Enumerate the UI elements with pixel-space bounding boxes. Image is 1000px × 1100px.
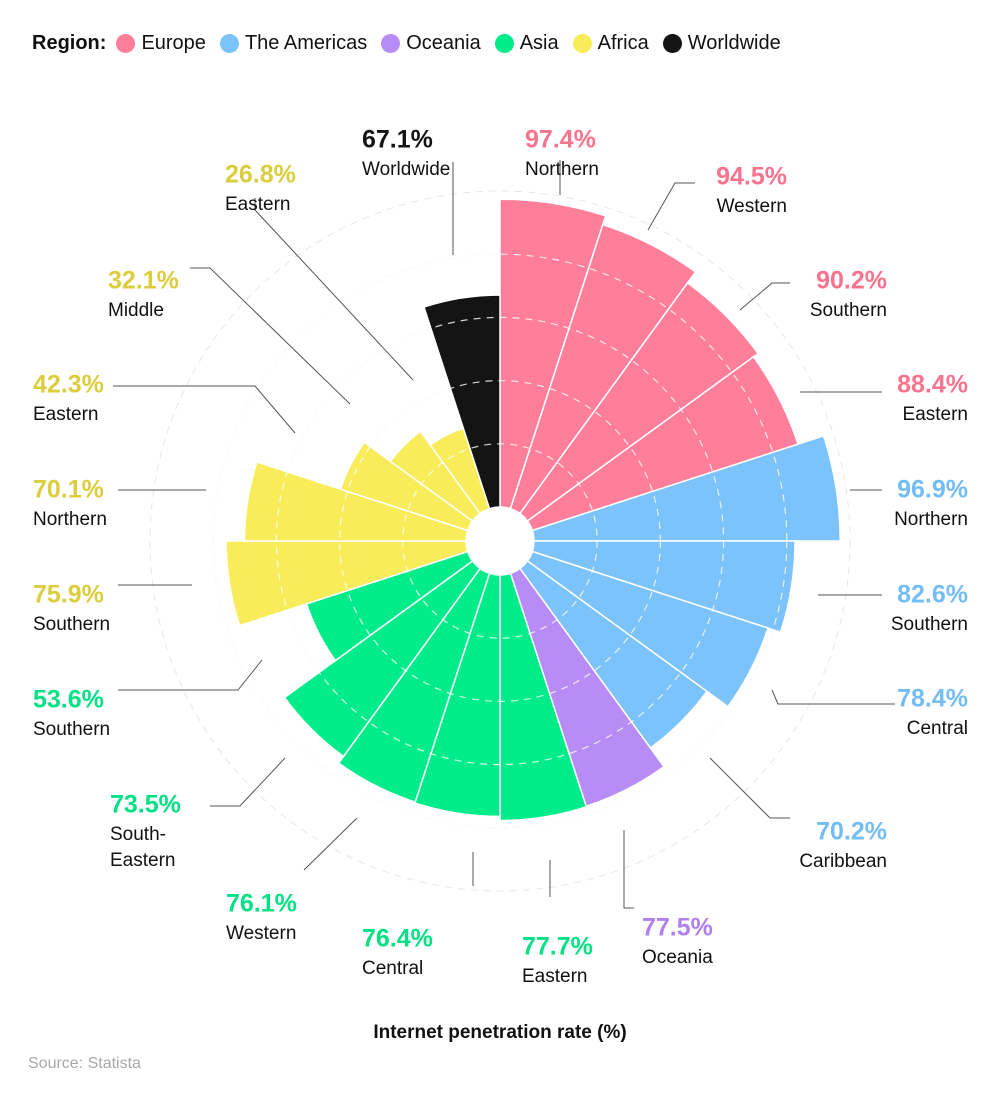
category-label-africa-eastern-18: Eastern bbox=[225, 194, 290, 215]
category-label-the-americas-central-6: Central bbox=[907, 718, 968, 739]
leader-line-africa-eastern-16 bbox=[113, 385, 296, 434]
leader-line-europe-western-1 bbox=[647, 182, 695, 231]
value-label-oceania-oceania-8: 77.5% bbox=[642, 914, 713, 942]
value-label-africa-eastern-18: 26.8% bbox=[225, 161, 296, 189]
legend-label-asia: Asia bbox=[519, 31, 559, 54]
leader-line-oceania-oceania-8 bbox=[623, 830, 634, 909]
bar-grid-ring-60 bbox=[275, 316, 725, 766]
category-label-asia-south-eastern-12-line1: South- bbox=[110, 824, 166, 845]
value-label-asia-south-eastern-12: 73.5% bbox=[110, 791, 181, 819]
category-label-europe-southern-2: Southern bbox=[810, 300, 887, 321]
bar-labels: 97.4% Northern 94.5% Western 90.2% Southern 88… bbox=[33, 126, 968, 987]
category-label-asia-southern-13: Southern bbox=[33, 719, 110, 740]
value-label-the-americas-caribbean-7: 70.2% bbox=[816, 818, 887, 846]
value-label-europe-western-1: 94.5% bbox=[716, 163, 787, 191]
legend-swatch-the-americas bbox=[219, 33, 239, 53]
legend-item-asia: Asia bbox=[494, 31, 559, 55]
category-label-worldwide-worldwide-19: Worldwide bbox=[362, 159, 450, 180]
leader-line-the-americas-caribbean-7 bbox=[709, 757, 790, 819]
legend-swatch-worldwide bbox=[662, 33, 682, 53]
leader-line-asia-western-11 bbox=[303, 817, 358, 871]
leader-lines bbox=[113, 160, 895, 909]
value-label-europe-southern-2: 90.2% bbox=[816, 267, 887, 295]
value-label-africa-northern-15: 70.1% bbox=[33, 476, 104, 504]
category-label-oceania-oceania-8: Oceania bbox=[642, 947, 713, 968]
category-label-europe-eastern-3: Eastern bbox=[903, 404, 968, 425]
category-label-africa-eastern-16: Eastern bbox=[33, 404, 98, 425]
legend-label-worldwide: Worldwide bbox=[687, 31, 781, 54]
grid-ring-100 bbox=[149, 190, 851, 892]
value-label-africa-eastern-16: 42.3% bbox=[33, 371, 104, 399]
legend: Region: Europe The Americas Oceania Asia Afr… bbox=[32, 30, 795, 56]
value-label-worldwide-worldwide-19: 67.1% bbox=[362, 126, 433, 154]
leader-line-africa-eastern-18 bbox=[254, 198, 414, 381]
category-label-europe-northern-0: Northern bbox=[525, 159, 599, 180]
category-label-asia-central-10: Central bbox=[362, 958, 423, 979]
value-label-europe-northern-0: 97.4% bbox=[525, 126, 596, 154]
category-label-africa-middle-17: Middle bbox=[108, 300, 164, 321]
bar-grid-ring-80 bbox=[212, 253, 788, 829]
category-label-africa-southern-14: Southern bbox=[33, 614, 110, 635]
value-label-africa-southern-14: 75.9% bbox=[33, 581, 104, 609]
legend-swatch-africa bbox=[572, 33, 592, 53]
leader-line-europe-southern-2 bbox=[739, 282, 790, 311]
category-label-the-americas-northern-4: Northern bbox=[894, 509, 968, 530]
legend-swatch-asia bbox=[494, 33, 514, 53]
legend-title: Region: bbox=[32, 31, 107, 54]
legend-swatch-europe bbox=[116, 33, 136, 53]
bar-grid-ring-40 bbox=[339, 380, 661, 702]
center-hole bbox=[466, 507, 534, 575]
category-label-the-americas-southern-5: Southern bbox=[891, 614, 968, 635]
category-label-asia-eastern-9: Eastern bbox=[522, 966, 587, 987]
value-label-asia-eastern-9: 77.7% bbox=[522, 933, 593, 961]
value-label-the-americas-northern-4: 96.9% bbox=[897, 476, 968, 504]
value-label-africa-middle-17: 32.1% bbox=[108, 267, 179, 295]
inner-grid-rings bbox=[212, 253, 788, 829]
legend-item-oceania: Oceania bbox=[381, 32, 481, 55]
legend-label-the-americas: The Americas bbox=[244, 31, 368, 54]
legend-label-europe: Europe bbox=[141, 31, 206, 54]
legend-item-worldwide: Worldwide bbox=[662, 31, 781, 55]
value-label-the-americas-central-6: 78.4% bbox=[897, 685, 968, 713]
legend-label-africa: Africa bbox=[597, 31, 649, 54]
category-label-asia-western-11: Western bbox=[226, 923, 296, 944]
leader-line-asia-southern-13 bbox=[118, 659, 263, 691]
bars bbox=[225, 198, 841, 822]
value-label-asia-southern-13: 53.6% bbox=[33, 686, 104, 714]
legend-item-africa: Africa bbox=[572, 31, 649, 55]
x-axis-label: Internet penetration rate (%) bbox=[373, 1022, 627, 1043]
legend-label-oceania: Oceania bbox=[406, 31, 481, 54]
category-label-africa-northern-15: Northern bbox=[33, 509, 107, 530]
leader-line-asia-south-eastern-12 bbox=[210, 757, 286, 807]
category-label-europe-western-1: Western bbox=[717, 196, 787, 217]
source-note: Source: Statista bbox=[28, 1055, 141, 1072]
leader-line-africa-middle-17 bbox=[190, 267, 351, 405]
value-label-europe-eastern-3: 88.4% bbox=[897, 371, 968, 399]
leader-line-the-americas-central-6 bbox=[771, 689, 895, 705]
category-label-the-americas-caribbean-7: Caribbean bbox=[799, 851, 887, 872]
value-label-the-americas-southern-5: 82.6% bbox=[897, 581, 968, 609]
value-label-asia-western-11: 76.1% bbox=[226, 890, 297, 918]
category-label-asia-south-eastern-12-line2: Eastern bbox=[110, 850, 175, 871]
legend-item-the-americas: The Americas bbox=[219, 31, 368, 55]
bar-grid-ring-20 bbox=[402, 443, 598, 639]
legend-swatch-oceania bbox=[381, 33, 401, 53]
value-label-asia-central-10: 76.4% bbox=[362, 925, 433, 953]
legend-item-europe: Europe bbox=[116, 32, 206, 55]
